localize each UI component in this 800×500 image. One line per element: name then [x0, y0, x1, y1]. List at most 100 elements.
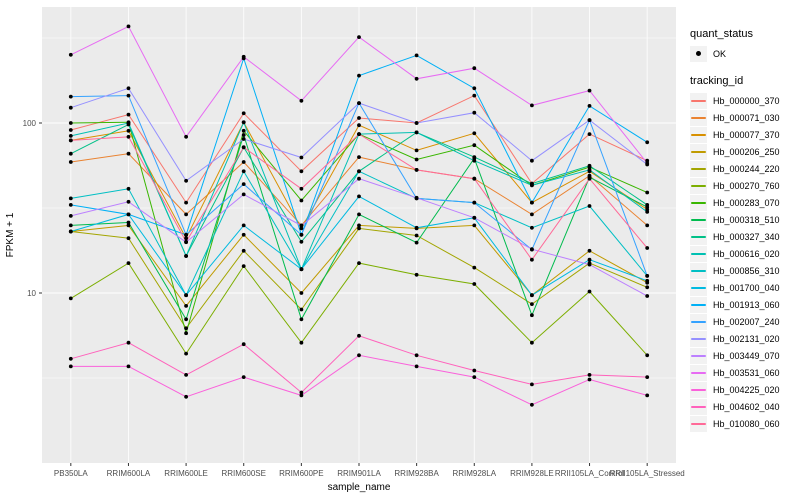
legend-item-label: Hb_010080_060 [713, 418, 780, 429]
data-point [472, 200, 477, 205]
data-point [357, 132, 361, 137]
x-tick-label: RRIM600PE [279, 469, 323, 478]
data-point [241, 223, 246, 228]
data-point [184, 178, 189, 183]
data-point [472, 86, 477, 91]
data-point [299, 169, 304, 174]
data-point [357, 116, 361, 120]
data-point [126, 199, 131, 204]
legend-item-Hb_000071_030: Hb_000071_030 [690, 109, 798, 126]
data-point [645, 375, 650, 379]
legend-item-Hb_010080_060: Hb_010080_060 [690, 415, 798, 432]
legend-key-box [690, 364, 707, 381]
legend-key-box [690, 398, 707, 415]
x-axis-title: sample_name [328, 482, 391, 493]
data-point [472, 110, 477, 115]
data-point [357, 261, 361, 265]
legend-item-label: Hb_000283_070 [713, 197, 780, 208]
legend-key-box [690, 347, 707, 364]
legend-item-Hb_000856_310: Hb_000856_310 [690, 262, 798, 279]
data-point [414, 225, 419, 230]
legend-item-label: Hb_001700_040 [713, 282, 780, 293]
legend-key-box [690, 415, 707, 432]
data-point [587, 248, 592, 253]
legend-item-Hb_000077_370: Hb_000077_370 [690, 126, 798, 143]
line-swatch-icon [691, 422, 706, 425]
data-point [587, 262, 592, 267]
line-swatch-icon [691, 354, 706, 357]
data-point [357, 223, 361, 228]
data-point [126, 220, 131, 225]
line-swatch-icon [691, 201, 706, 204]
legend-key-box [690, 45, 707, 62]
line-swatch-icon [691, 320, 706, 323]
legend-item-label: Hb_000077_370 [713, 129, 780, 140]
legend-item-Hb_000616_020: Hb_000616_020 [690, 245, 798, 262]
data-point [530, 293, 534, 298]
legend-item-Hb_003531_060: Hb_003531_060 [690, 364, 798, 381]
x-tick-label: RRIM600SE [221, 469, 265, 478]
data-point [530, 382, 534, 387]
line-swatch-icon [691, 388, 706, 391]
data-point [472, 215, 477, 220]
data-point [645, 190, 650, 195]
legend-item-label: Hb_000206_250 [713, 146, 780, 157]
line-swatch-icon [691, 116, 706, 119]
data-point [414, 121, 419, 125]
data-point [68, 229, 73, 234]
data-point [530, 225, 534, 230]
legend-item-Hb_000270_760: Hb_000270_760 [690, 177, 798, 194]
data-point [299, 226, 304, 231]
x-tick-label: RRIM600LA [107, 469, 151, 478]
data-point [645, 393, 650, 398]
data-point [645, 246, 650, 250]
data-point [357, 73, 361, 78]
tracking-id-legend-list: Hb_000000_370 Hb_000071_030 Hb_000077_370 H… [690, 92, 798, 432]
data-point [472, 368, 477, 373]
data-point [68, 134, 73, 138]
legend-key-box [690, 228, 707, 245]
data-point [241, 120, 246, 125]
data-point [184, 293, 189, 298]
y-tick-label: 100 [23, 119, 37, 128]
data-point [241, 192, 246, 197]
data-point [645, 140, 650, 145]
legend-item-label: Hb_000318_510 [713, 214, 780, 225]
x-tick-label: PB350LA [54, 469, 88, 478]
data-point [472, 93, 477, 98]
data-point [68, 160, 73, 164]
legend-key-box [690, 109, 707, 126]
legend-key-box [690, 381, 707, 398]
data-point [68, 356, 73, 361]
data-point [645, 353, 650, 358]
data-point [414, 168, 419, 172]
data-point [126, 112, 131, 117]
data-point [184, 351, 189, 356]
data-point [184, 326, 189, 331]
data-point [299, 267, 304, 272]
data-point [68, 223, 73, 228]
data-point [472, 375, 477, 379]
legend-key-box [690, 92, 707, 109]
data-point [241, 264, 246, 268]
legend-item-label: Hb_000270_760 [713, 180, 780, 191]
data-point [587, 373, 592, 377]
legend-item-Hb_001913_060: Hb_001913_060 [690, 296, 798, 313]
legend-item-Hb_003449_070: Hb_003449_070 [690, 347, 798, 364]
data-point [241, 342, 246, 347]
legend-item-label: Hb_003531_060 [713, 367, 780, 378]
line-swatch-icon [691, 150, 706, 153]
x-tick-label: RRIM928LE [510, 469, 554, 478]
y-axis-title: FPKM + 1 [5, 212, 16, 257]
data-point [530, 340, 534, 345]
data-point [126, 93, 131, 98]
data-point [587, 377, 592, 382]
x-tick-label: RRII105LA_Control [555, 469, 625, 478]
legend-item-label: Hb_003449_070 [713, 350, 780, 361]
legend-title-tracking-id: tracking_id [690, 75, 744, 87]
legend-item-label: Hb_001913_060 [713, 299, 780, 310]
legend-item-Hb_000000_370: Hb_000000_370 [690, 92, 798, 109]
legend-key-box [690, 313, 707, 330]
line-swatch-icon [691, 371, 706, 374]
